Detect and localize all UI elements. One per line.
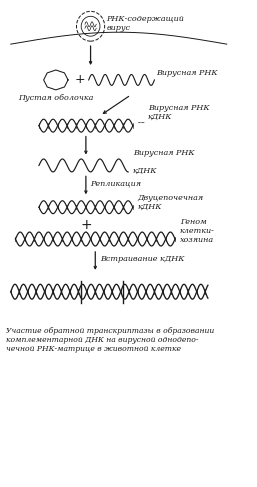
Text: Двуцепочечная
кДНК: Двуцепочечная кДНК [137,194,204,211]
Text: Встраивание кДНК: Встраивание кДНК [100,255,185,263]
Text: +: + [75,74,86,86]
Text: +: + [80,218,92,232]
Text: Вирусная РНК: Вирусная РНК [133,150,195,157]
Text: Пустая оболочка: Пустая оболочка [18,94,94,102]
Text: кДНК: кДНК [133,167,157,174]
Text: Репликация: Репликация [90,179,142,187]
Text: Геном
клетки-
хозяина: Геном клетки- хозяина [180,218,215,244]
Text: Участие обратной транскриптазы в образовании
комплементарной ДНК на вирусной одн: Участие обратной транскриптазы в образов… [6,326,214,353]
Text: РНК-содержащий
вирус: РНК-содержащий вирус [107,15,185,32]
Text: Вирусная РНК: Вирусная РНК [156,69,218,77]
Text: Вирусная РНК
кДНК: Вирусная РНК кДНК [148,104,209,121]
